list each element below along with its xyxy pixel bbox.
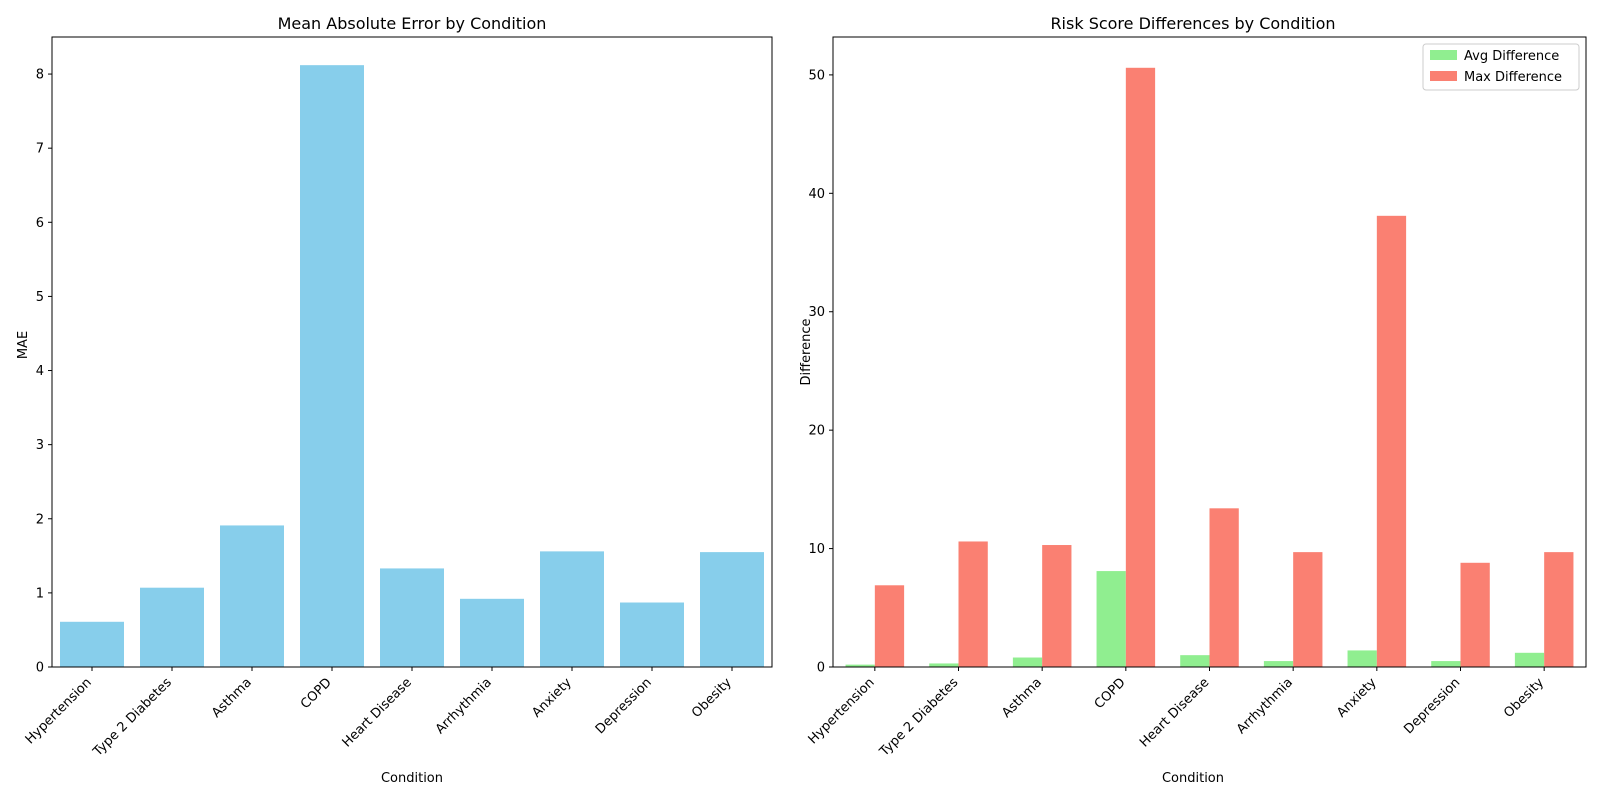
risk-chart-xlabel: Condition xyxy=(1162,771,1224,786)
bar xyxy=(460,598,524,667)
bar xyxy=(60,621,124,667)
y-tick-label: 3 xyxy=(36,438,44,453)
bar-avg-difference xyxy=(1263,661,1294,667)
bar-avg-difference xyxy=(1347,650,1377,667)
y-tick-label: 10 xyxy=(808,542,825,557)
y-tick-label: 4 xyxy=(36,364,44,379)
bar-max-difference xyxy=(1042,545,1072,667)
y-tick-label: 6 xyxy=(36,216,44,231)
y-tick-label: 20 xyxy=(808,424,825,439)
bar-avg-difference xyxy=(1012,657,1043,667)
bar-max-difference xyxy=(958,541,988,667)
y-tick-label: 2 xyxy=(36,512,44,527)
legend-label-avg: Avg Difference xyxy=(1464,49,1559,64)
y-tick-label: 8 xyxy=(36,68,44,83)
bar xyxy=(540,551,604,667)
risk-chart-title: Risk Score Differences by Condition xyxy=(1050,14,1335,33)
bar xyxy=(300,65,364,668)
risk-chart-plot-frame xyxy=(832,36,1587,668)
bar xyxy=(220,525,284,667)
bar-avg-difference xyxy=(929,663,959,667)
y-tick-label: 40 xyxy=(808,187,825,202)
y-tick-label: 5 xyxy=(36,290,44,305)
bar-max-difference xyxy=(1293,552,1323,667)
y-tick-label: 50 xyxy=(808,68,825,83)
bar-max-difference xyxy=(1376,215,1407,667)
bar-max-difference xyxy=(1125,67,1156,667)
y-tick-label: 0 xyxy=(817,661,825,676)
risk-chart-legend: Avg Difference Max Difference xyxy=(1422,43,1580,91)
y-tick-label: 1 xyxy=(36,586,44,601)
bar-max-difference xyxy=(1544,552,1574,667)
bar-avg-difference xyxy=(845,664,875,667)
legend-label-max: Max Difference xyxy=(1464,70,1562,85)
bar-max-difference xyxy=(1209,508,1239,667)
bar xyxy=(380,568,444,667)
y-tick-label: 30 xyxy=(808,305,825,320)
bar-max-difference xyxy=(874,585,905,667)
legend-swatch-avg xyxy=(1430,50,1457,60)
bar xyxy=(620,602,684,667)
risk-chart-ylabel: Difference xyxy=(799,318,814,385)
mae-chart-title: Mean Absolute Error by Condition xyxy=(278,14,547,33)
bar-avg-difference xyxy=(1180,655,1210,667)
legend-swatch-max xyxy=(1430,71,1457,81)
mae-chart-xlabel: Condition xyxy=(381,771,443,786)
bar-avg-difference xyxy=(1431,661,1461,667)
y-tick-label: 7 xyxy=(36,142,44,157)
bar xyxy=(140,587,204,667)
y-tick-label: 0 xyxy=(36,661,44,676)
bar-max-difference xyxy=(1460,562,1490,667)
bar-avg-difference xyxy=(1514,652,1545,667)
bar xyxy=(700,552,764,667)
mae-chart-plot-frame xyxy=(51,36,773,668)
mae-chart-ylabel: MAE xyxy=(16,331,31,359)
bar-avg-difference xyxy=(1096,571,1126,667)
legend-frame xyxy=(1422,43,1580,91)
